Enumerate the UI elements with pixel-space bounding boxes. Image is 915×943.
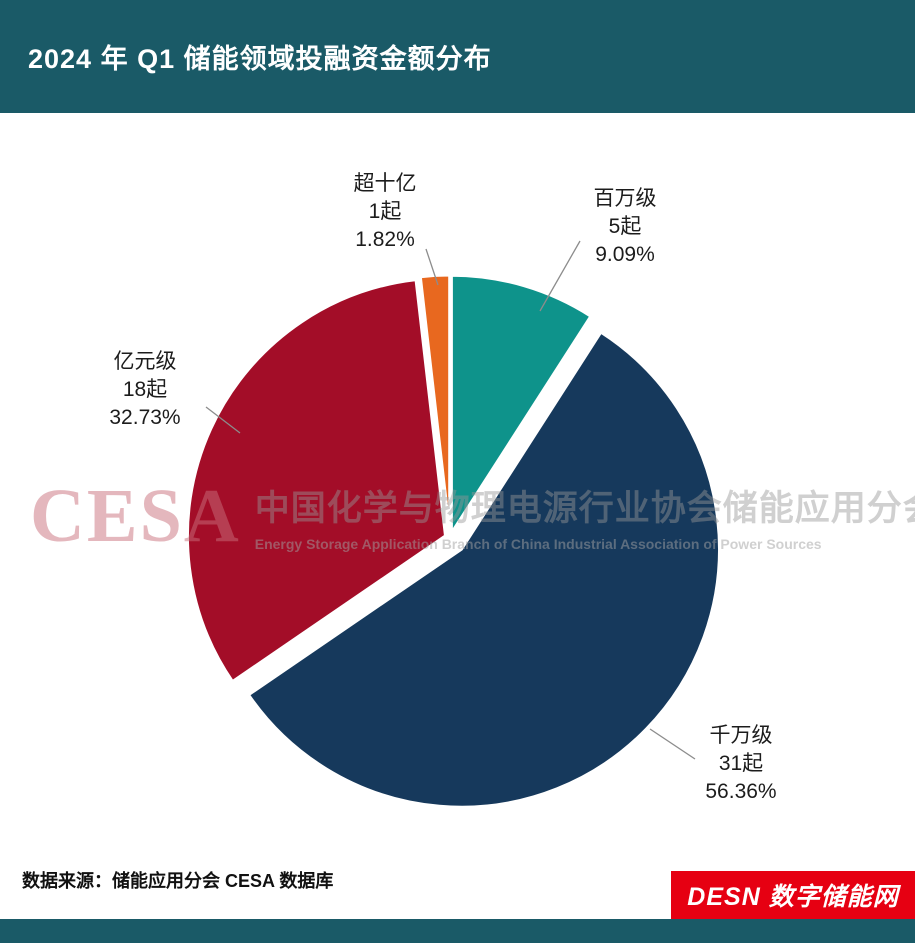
pie-slice-hundred-million xyxy=(185,278,447,684)
slice-percent: 1.82% xyxy=(355,228,415,251)
leader-line-over-billion xyxy=(425,248,439,286)
slice-count: 18起 xyxy=(122,378,168,401)
pie-slice-million xyxy=(449,273,593,535)
brand-badge: DESN 数字储能网 xyxy=(671,871,915,919)
page-title: 2024 年 Q1 储能领域投融资金额分布 xyxy=(28,44,492,74)
data-source-note: 数据来源：储能应用分会 CESA 数据库 xyxy=(22,871,334,891)
slice-label-hundred-million: 亿元级 18起 32.73% xyxy=(109,348,180,432)
leader-line-hundred-million xyxy=(205,406,241,434)
slice-name: 超十亿 xyxy=(353,172,417,195)
leader-line-ten-million xyxy=(649,728,696,760)
slice-count: 31起 xyxy=(718,752,764,775)
header-bar: 2024 年 Q1 储能领域投融资金额分布 xyxy=(0,0,915,113)
bottom-strip xyxy=(0,919,915,943)
slice-name: 百万级 xyxy=(593,187,657,210)
slice-label-million: 百万级 5起 9.09% xyxy=(594,185,657,269)
slice-label-over-billion: 超十亿 1起 1.82% xyxy=(354,170,417,254)
pie-slices xyxy=(185,273,721,809)
slice-name: 千万级 xyxy=(709,724,773,747)
leader-line-million xyxy=(539,240,581,312)
slice-percent: 9.09% xyxy=(595,243,655,266)
slice-percent: 56.36% xyxy=(705,780,777,803)
slice-count: 5起 xyxy=(608,215,642,238)
slice-label-ten-million: 千万级 31起 56.36% xyxy=(705,722,776,806)
pie-chart xyxy=(185,240,721,809)
pie-slice-ten-million xyxy=(247,330,721,809)
slice-count: 1起 xyxy=(368,200,402,223)
slice-percent: 32.73% xyxy=(109,406,181,429)
slice-name: 亿元级 xyxy=(113,350,177,373)
